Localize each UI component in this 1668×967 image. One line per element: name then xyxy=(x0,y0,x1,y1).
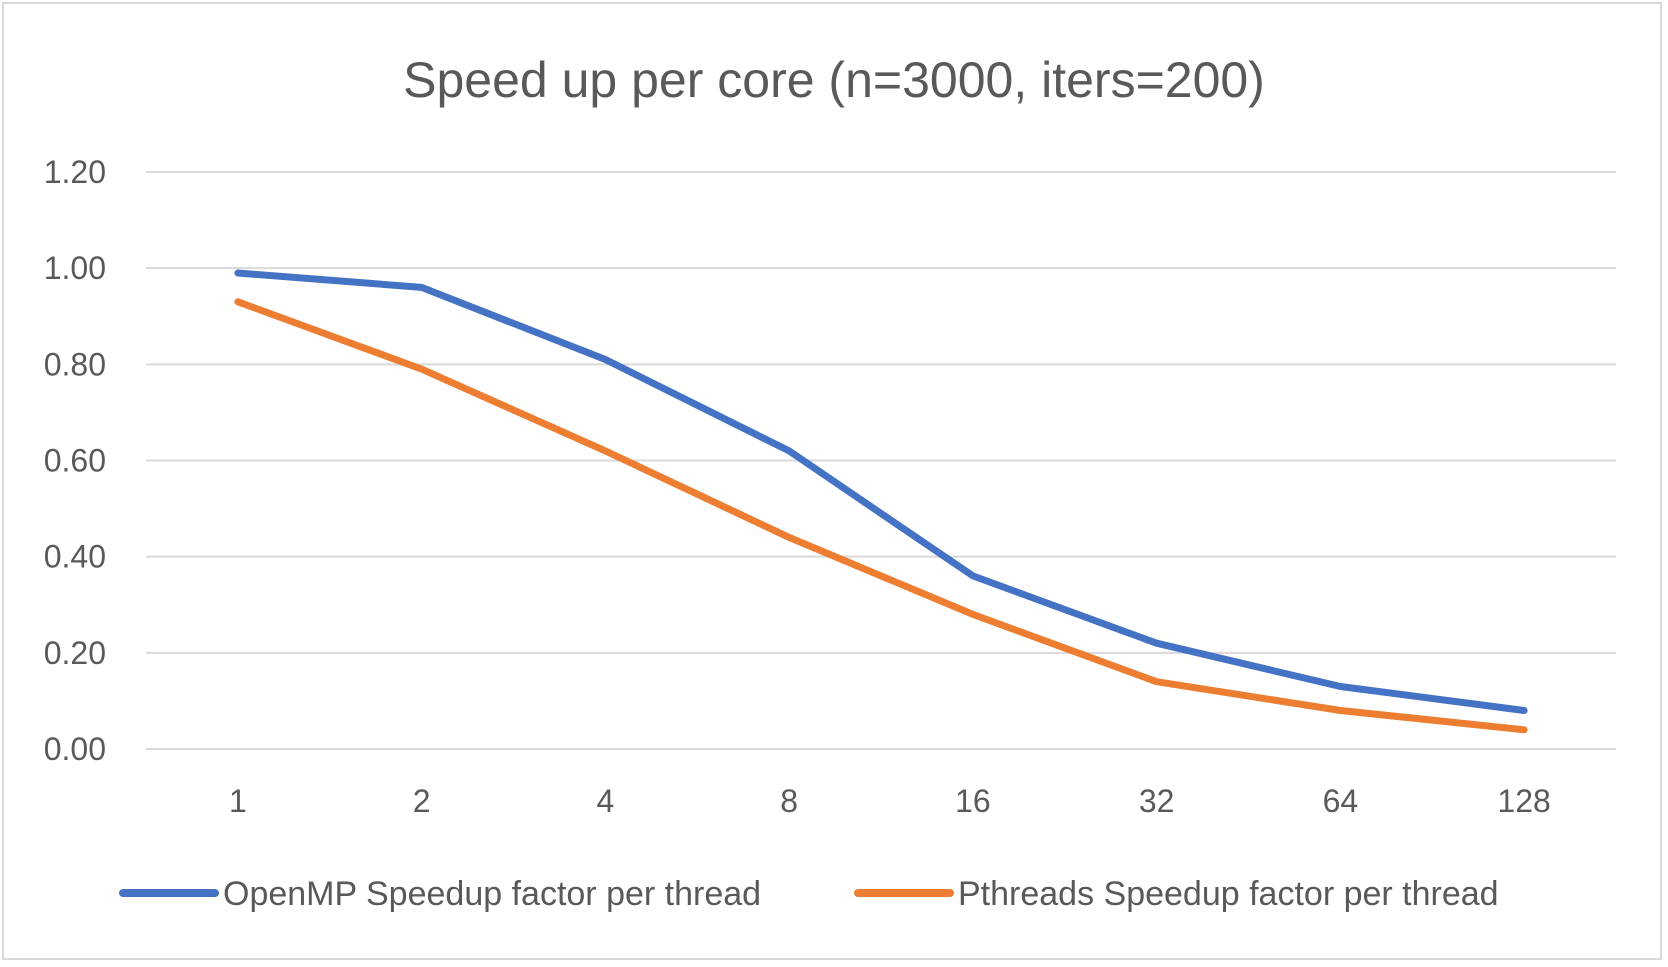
y-tick-label: 0.60 xyxy=(44,443,106,479)
x-axis-ticks: 1 2 4 8 16 32 64 128 xyxy=(229,783,1551,819)
y-tick-label: 1.00 xyxy=(44,250,106,286)
x-tick-label: 2 xyxy=(413,783,431,819)
x-tick-label: 32 xyxy=(1139,783,1175,819)
x-tick-label: 1 xyxy=(229,783,247,819)
x-tick-label: 64 xyxy=(1323,783,1359,819)
legend-label: Pthreads Speedup factor per thread xyxy=(958,875,1499,913)
y-tick-label: 0.80 xyxy=(44,346,106,382)
x-tick-label: 8 xyxy=(780,783,798,819)
y-tick-label: 0.20 xyxy=(44,635,106,671)
y-tick-label: 0.00 xyxy=(44,731,106,767)
y-axis-ticks: 0.00 0.20 0.40 0.60 0.80 1.00 1.20 xyxy=(44,154,106,767)
y-tick-label: 0.40 xyxy=(44,539,106,575)
gridlines xyxy=(146,171,1616,750)
series-lines xyxy=(234,269,1528,734)
x-tick-label: 16 xyxy=(955,783,991,819)
x-tick-label: 128 xyxy=(1497,783,1550,819)
legend: OpenMP Speedup factor per thread Pthreads… xyxy=(119,875,1499,913)
legend-label: OpenMP Speedup factor per thread xyxy=(223,875,761,913)
chart-title: Speed up per core (n=3000, iters=200) xyxy=(403,52,1265,108)
y-tick-label: 1.20 xyxy=(44,154,106,190)
series-line-openmp xyxy=(234,269,1528,714)
series-line-pthreads xyxy=(234,298,1528,734)
x-tick-label: 4 xyxy=(596,783,614,819)
